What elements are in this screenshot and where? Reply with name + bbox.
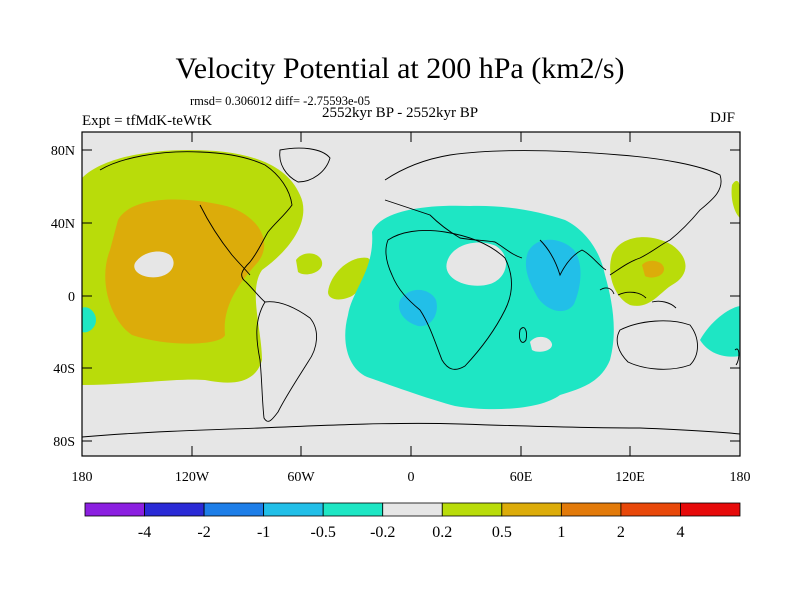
colorbar-swatch xyxy=(620,502,681,517)
neutral-hole-madagascar xyxy=(530,336,553,352)
subtitle: 2552kyr BP - 2552kyr BP xyxy=(321,105,479,121)
colorbar-swatch xyxy=(560,502,622,517)
neutral-hole-core xyxy=(134,251,174,278)
lon-label-0: 0 xyxy=(408,470,415,485)
colorbar-swatch xyxy=(322,502,384,517)
season-label: DJF xyxy=(710,110,736,126)
colorbar-label: 1 xyxy=(557,524,565,541)
lon-label-60e: 60E xyxy=(510,470,533,485)
lon-label-120w: 120W xyxy=(175,470,210,485)
colorbar-label: 4 xyxy=(676,524,684,541)
plot-title: Velocity Potential at 200 hPa (km2/s) xyxy=(175,52,625,85)
colorbar-label: -1 xyxy=(257,524,270,541)
negative-blob-west-edge xyxy=(82,307,96,333)
lon-label-180e: 180 xyxy=(730,470,751,485)
colorbar-swatch xyxy=(263,502,324,517)
colorbar-swatch xyxy=(382,502,443,517)
colorbar-swatch xyxy=(203,502,265,517)
map-panel xyxy=(82,132,740,456)
positive-blob-atlantic xyxy=(328,257,372,300)
positive-blob-far-east xyxy=(731,180,740,218)
lon-label-60w: 60W xyxy=(287,470,315,485)
neutral-hole-sahara xyxy=(446,242,507,286)
positive-core-wpac xyxy=(642,260,665,278)
colorbar-swatch xyxy=(144,502,205,517)
lat-label-0: 0 xyxy=(68,290,75,305)
positive-blob-caribbean xyxy=(296,253,323,275)
positive-core-pacific xyxy=(105,199,265,344)
lat-label-40s: 40S xyxy=(53,362,75,377)
colorbar-label: -0.5 xyxy=(311,524,336,541)
lon-label-180w: 180 xyxy=(72,470,93,485)
lat-label-80n: 80N xyxy=(51,144,75,159)
experiment-label: Expt = tfMdK-teWtK xyxy=(82,113,213,129)
colorbar-label: -4 xyxy=(138,524,151,541)
negative-blob-south-pacific xyxy=(700,306,740,357)
negative-region-africa xyxy=(345,205,614,410)
colorbar: -4 -2 -1 -0.5 -0.2 0.2 0.5 1 2 4 xyxy=(84,502,741,541)
coastlines xyxy=(82,147,740,438)
stats-label: rmsd= 0.306012 diff= -2.75593e-05 xyxy=(190,94,371,108)
lat-axis: 80N 40N 0 40S 80S xyxy=(51,144,740,450)
lon-axis: 180 120W 60W 0 60E 120E 180 xyxy=(72,132,751,485)
colorbar-swatch xyxy=(680,502,741,517)
colorbar-swatch xyxy=(84,502,145,517)
colorbar-label: 0.2 xyxy=(432,524,452,541)
negative-core-indian xyxy=(525,239,581,312)
colorbar-label: -2 xyxy=(197,524,210,541)
colorbar-label: -0.2 xyxy=(370,524,395,541)
lon-label-120e: 120E xyxy=(615,470,645,485)
colorbar-swatch xyxy=(501,502,562,517)
colorbar-label: 0.5 xyxy=(492,524,512,541)
colorbar-swatch xyxy=(441,502,503,517)
colorbar-label: 2 xyxy=(617,524,625,541)
lat-label-40n: 40N xyxy=(51,217,75,232)
lat-label-80s: 80S xyxy=(53,435,75,450)
